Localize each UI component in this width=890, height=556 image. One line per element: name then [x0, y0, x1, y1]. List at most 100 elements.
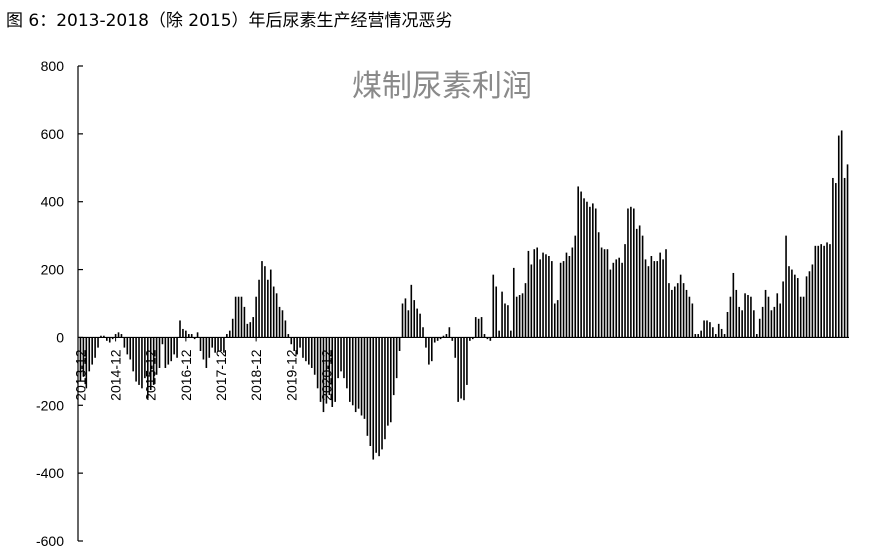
- bar: [354, 337, 357, 413]
- bar: [697, 334, 700, 338]
- bar: [627, 208, 629, 338]
- bar: [671, 289, 673, 338]
- y-tick-label: 400: [41, 194, 65, 210]
- bar: [829, 244, 831, 338]
- y-tick-label: 800: [41, 58, 65, 74]
- bar: [630, 206, 632, 338]
- bar: [404, 298, 407, 338]
- bar: [357, 337, 360, 409]
- bar: [451, 337, 454, 341]
- bar: [641, 235, 644, 338]
- bar: [167, 337, 170, 365]
- bar: [835, 183, 837, 338]
- y-tick-label: 600: [41, 126, 65, 142]
- bar: [179, 320, 181, 338]
- bar: [770, 310, 773, 338]
- bar: [231, 318, 234, 338]
- bar: [100, 335, 102, 338]
- bar: [691, 303, 694, 338]
- bar: [577, 186, 579, 338]
- bar: [460, 337, 462, 399]
- bar: [477, 318, 480, 338]
- bar: [767, 296, 770, 338]
- bar: [548, 256, 550, 338]
- bar: [448, 327, 451, 338]
- bar: [316, 337, 319, 389]
- bar: [501, 291, 503, 338]
- bar: [644, 259, 647, 338]
- bar: [416, 308, 418, 338]
- bar: [647, 266, 650, 338]
- bar: [457, 337, 459, 402]
- bar: [407, 310, 410, 338]
- bar: [539, 259, 541, 338]
- bar: [606, 249, 609, 338]
- bar: [662, 259, 664, 338]
- y-tick-label: 0: [56, 329, 64, 345]
- bar: [735, 289, 738, 338]
- bar: [755, 334, 758, 338]
- bar: [214, 337, 216, 353]
- x-tick-label: 2019-12: [283, 349, 299, 401]
- bar: [398, 337, 401, 351]
- bar: [510, 330, 512, 338]
- bar: [794, 274, 796, 338]
- bar: [425, 337, 427, 348]
- bar: [486, 337, 489, 340]
- bar: [843, 177, 846, 338]
- bar: [732, 272, 735, 338]
- bar: [346, 337, 348, 389]
- bar: [799, 296, 802, 338]
- bar: [138, 337, 140, 385]
- bar: [556, 300, 559, 338]
- bar: [296, 337, 298, 355]
- bar: [261, 261, 263, 338]
- bar: [79, 337, 82, 382]
- bar: [562, 261, 565, 338]
- bar: [682, 283, 685, 338]
- bar: [826, 242, 828, 338]
- bar: [694, 334, 697, 338]
- y-tick-label: -400: [36, 465, 64, 481]
- bar: [193, 337, 196, 340]
- bar: [559, 262, 562, 338]
- bar: [624, 244, 626, 338]
- bar: [196, 332, 199, 338]
- bar: [94, 337, 96, 358]
- bar: [621, 262, 623, 338]
- bar: [609, 269, 612, 338]
- bar: [302, 337, 304, 358]
- bar: [328, 337, 331, 396]
- x-tick-label: 2018-12: [248, 349, 264, 401]
- bar: [313, 337, 316, 375]
- bar: [524, 283, 527, 338]
- bar: [155, 337, 158, 375]
- bar: [618, 257, 620, 338]
- bar: [589, 206, 591, 338]
- bar: [299, 337, 301, 348]
- bar: [147, 337, 149, 399]
- bar: [512, 267, 515, 338]
- bar: [597, 232, 600, 338]
- bar: [114, 334, 117, 338]
- bar: [668, 283, 670, 338]
- bar: [234, 296, 237, 338]
- bar: [679, 274, 682, 338]
- bar: [337, 337, 339, 379]
- bar: [144, 337, 146, 379]
- bar: [802, 296, 805, 338]
- bar: [173, 337, 175, 355]
- bar: [152, 337, 155, 385]
- bar: [422, 327, 424, 338]
- bar: [709, 322, 711, 338]
- bar: [126, 337, 129, 355]
- bar: [226, 334, 228, 338]
- bar: [471, 337, 474, 340]
- bar: [495, 286, 498, 338]
- bar: [480, 317, 483, 338]
- bar: [223, 337, 225, 353]
- bar: [88, 337, 91, 372]
- bar: [287, 334, 290, 338]
- bar: [805, 276, 808, 338]
- bar: [489, 337, 492, 341]
